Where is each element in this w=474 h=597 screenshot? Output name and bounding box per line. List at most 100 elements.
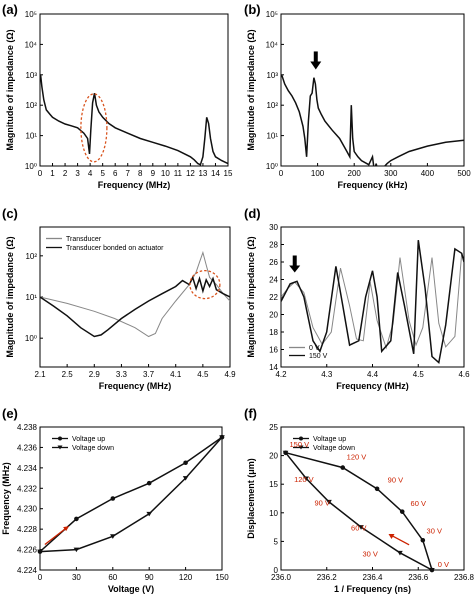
y-tick-label: 0 [274, 566, 279, 575]
point-label: 60 V [411, 499, 426, 508]
data-point [74, 516, 79, 522]
y-tick-label: 10⁴ [25, 40, 38, 49]
red-arrow-head [63, 526, 70, 532]
x-tick-label: 236.0 [271, 573, 292, 582]
panel-a: (a)0 1 2 3 4 5 6 7 8 9 10 11 12 13 14 1510⁰10¹10²10³10⁴… [2, 2, 233, 190]
data-point [358, 525, 364, 530]
y-tick-label: 10² [266, 101, 278, 110]
x-tick-label: 10 [161, 169, 170, 178]
x-tick-label: 4.2 [275, 370, 287, 379]
y-tick-label: 10¹ [266, 132, 278, 141]
legend-label: Voltage down [72, 445, 114, 452]
x-tick-label: 4.3 [321, 370, 333, 379]
legend-label: Voltage down [313, 445, 355, 452]
y-tick-label: 10³ [266, 71, 278, 80]
arrow-shaft [313, 51, 318, 63]
series-line [285, 452, 433, 570]
y-tick-label: 10 [269, 509, 278, 518]
point-label: 30 V [427, 526, 442, 535]
y-tick-label: 10⁴ [266, 40, 279, 49]
point-label: 0 V [438, 560, 449, 569]
x-tick-label: 0 [279, 169, 284, 178]
legend-label: 150 V [309, 353, 328, 360]
x-axis-label: Frequency (kHz) [337, 180, 407, 190]
x-tick-label: 4.4 [367, 370, 379, 379]
point-label: 120 V [294, 475, 314, 484]
point-label: 120 V [347, 453, 367, 462]
data-point [73, 547, 80, 553]
x-tick-label: 2.9 [89, 370, 101, 379]
legend-label: Voltage up [72, 436, 105, 443]
y-tick-label: 22 [269, 293, 278, 302]
panel-b: (b) 0 100 200 300 400 500 10⁰ 10¹ 10² 10³ 10⁴ 10⁵ Fre… [244, 2, 471, 190]
data-point [399, 509, 405, 514]
y-tick-label: 28 [269, 241, 278, 250]
series-line [40, 436, 222, 553]
panel-label: (c) [2, 206, 18, 221]
data-point [182, 476, 189, 481]
x-tick-label: 1 [50, 169, 55, 178]
data-point [429, 568, 435, 573]
arrow-head [310, 61, 322, 70]
x-tick-label: 4.5 [197, 370, 209, 379]
x-tick-label: 500 [457, 169, 471, 178]
y-tick-label: 30 [269, 223, 278, 232]
point-label: 30 V [362, 549, 377, 558]
highlight-ellipse [80, 93, 108, 163]
data-point [183, 460, 188, 466]
y-tick-label: 14 [269, 363, 278, 372]
data-point [397, 550, 403, 556]
y-tick-label: 10³ [25, 71, 37, 80]
y-tick-label: 4.226 [17, 546, 38, 555]
x-tick-label: 8 [138, 169, 143, 178]
y-tick-label: 4.234 [17, 464, 38, 473]
series-line [281, 74, 464, 166]
legend-marker [58, 436, 62, 441]
x-tick-label: 120 [179, 573, 193, 582]
x-tick-label: 236.6 [408, 573, 429, 582]
x-tick-label: 9 [151, 169, 156, 178]
x-tick-label: 200 [348, 169, 362, 178]
data-point [282, 450, 289, 456]
x-axis-label: Frequency (MHz) [99, 381, 172, 391]
data-point [340, 465, 346, 470]
legend-label: Voltage up [313, 436, 346, 443]
x-tick-label: 236.4 [362, 573, 383, 582]
red-arrow-shaft [391, 534, 410, 546]
panel-label: (e) [2, 406, 18, 421]
legend-label: 0 V [309, 345, 320, 352]
point-label: 150 V [289, 440, 309, 449]
x-tick-label: 4.1 [170, 370, 182, 379]
x-tick-label: 3.7 [143, 370, 155, 379]
y-tick-label: 20 [269, 311, 278, 320]
panel-label: (b) [244, 2, 261, 17]
x-axis-label: Frequency (MHz) [336, 381, 409, 391]
y-tick-label: 10² [25, 101, 37, 110]
y-tick-label: 4.232 [17, 484, 38, 493]
y-tick-label: 24 [269, 276, 278, 285]
x-tick-label: 60 [108, 573, 117, 582]
data-point [146, 511, 152, 517]
y-axis-label: Magnitude of impedance (Ω) [246, 29, 256, 150]
y-tick-label: 25 [269, 423, 278, 432]
panel-c: (c) 2.1 2.5 2.9 3.3 3.7 4.1 4.5 4.9 10⁰ 10¹ 10² Freq… [2, 206, 236, 391]
plot-frame [39, 13, 229, 167]
x-tick-label: 150 [215, 573, 229, 582]
series-line [40, 275, 230, 338]
x-tick-label: 12 [186, 169, 195, 178]
y-tick-label: 4.236 [17, 443, 38, 452]
data-point [219, 435, 225, 440]
series-line [40, 250, 230, 338]
legend-label: Transducer bonded on actuator [66, 245, 164, 252]
x-tick-label: 4.6 [458, 370, 470, 379]
series-line [40, 74, 228, 166]
x-tick-label: 3.3 [116, 370, 128, 379]
series-line [40, 436, 222, 553]
x-tick-label: 4.9 [224, 370, 236, 379]
point-label: 90 V [388, 475, 403, 484]
x-tick-label: 14 [211, 169, 220, 178]
series-line [281, 239, 464, 365]
y-tick-label: 10¹ [25, 293, 37, 302]
y-tick-label: 4.230 [17, 505, 38, 514]
